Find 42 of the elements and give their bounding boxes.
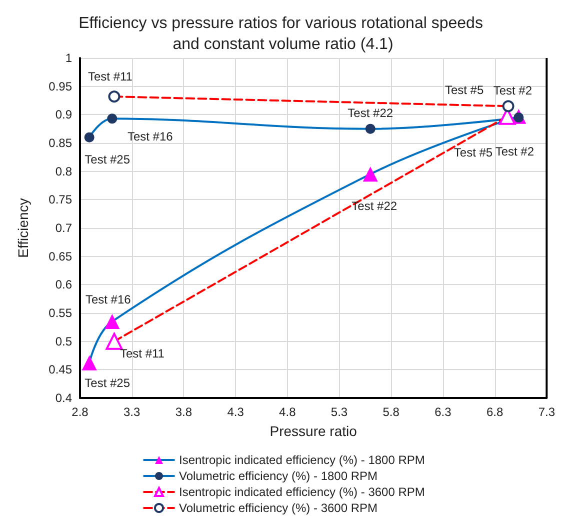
x-tick-label: 4.8 [279,405,296,419]
annotation: Test #16 [127,130,174,144]
y-tick-label: 0.4 [55,391,72,405]
annotation: Test #16 [85,292,132,306]
y-tick-label: 0.7 [55,221,72,235]
y-tick-label: 0.5 [55,334,72,348]
y-tick-label: 0.6 [55,278,72,292]
annotation: Test #25 [84,376,130,390]
y-tick-label: 0.85 [48,136,72,150]
x-tick-label: 5.8 [382,405,400,419]
x-tick-label: 7.3 [538,405,556,419]
x-tick-label: 4.3 [227,405,244,419]
annotation: Test #11 [88,70,133,84]
x-tick-label: 2.8 [72,405,89,419]
annotation: Test #22 [352,199,398,214]
x-tick-label: 6.3 [434,405,452,419]
y-tick-label: 1 [65,51,72,65]
annotation: Test #5 [444,83,484,98]
annotation: Test #25 [84,152,130,166]
annotation: Test #11 [120,346,165,360]
x-axis-title: Pressure ratio [270,423,358,439]
x-tick-label: 3.3 [124,405,141,419]
legend-label: Isentropic indicated efficiency (%) - 3600 RPM [179,485,425,499]
y-tick-label: 0.55 [48,306,72,320]
x-tick-label: 6.8 [486,405,504,419]
chart-title: Efficiency vs pressure ratios for various rotational speeds and constant volume ratio (4.1) [78,15,488,53]
x-tick-label: 3.8 [175,405,192,419]
y-tick-label: 0.65 [48,249,72,264]
y-tick-label: 0.8 [55,164,72,178]
legend-label: Isentropic indicated efficiency (%) - 1800 RPM [179,453,425,467]
legend-label: Volumetric efficiency (%) - 1800 RPM [179,469,378,483]
legend-label: Volumetric efficiency (%) - 3600 RPM [179,501,378,515]
y-tick-label: 0.95 [48,79,72,94]
annotation: Test #2 [493,83,532,98]
annotation: Test #2 [495,144,534,158]
y-tick-label: 0.9 [55,108,72,122]
x-tick-label: 5.3 [330,405,348,419]
y-tick-label: 0.45 [48,362,72,377]
annotation: Test #5 [454,145,493,160]
annotation: Test #22 [348,106,394,120]
y-axis-title: Efficiency [15,198,31,258]
y-tick-label: 0.75 [48,192,72,207]
